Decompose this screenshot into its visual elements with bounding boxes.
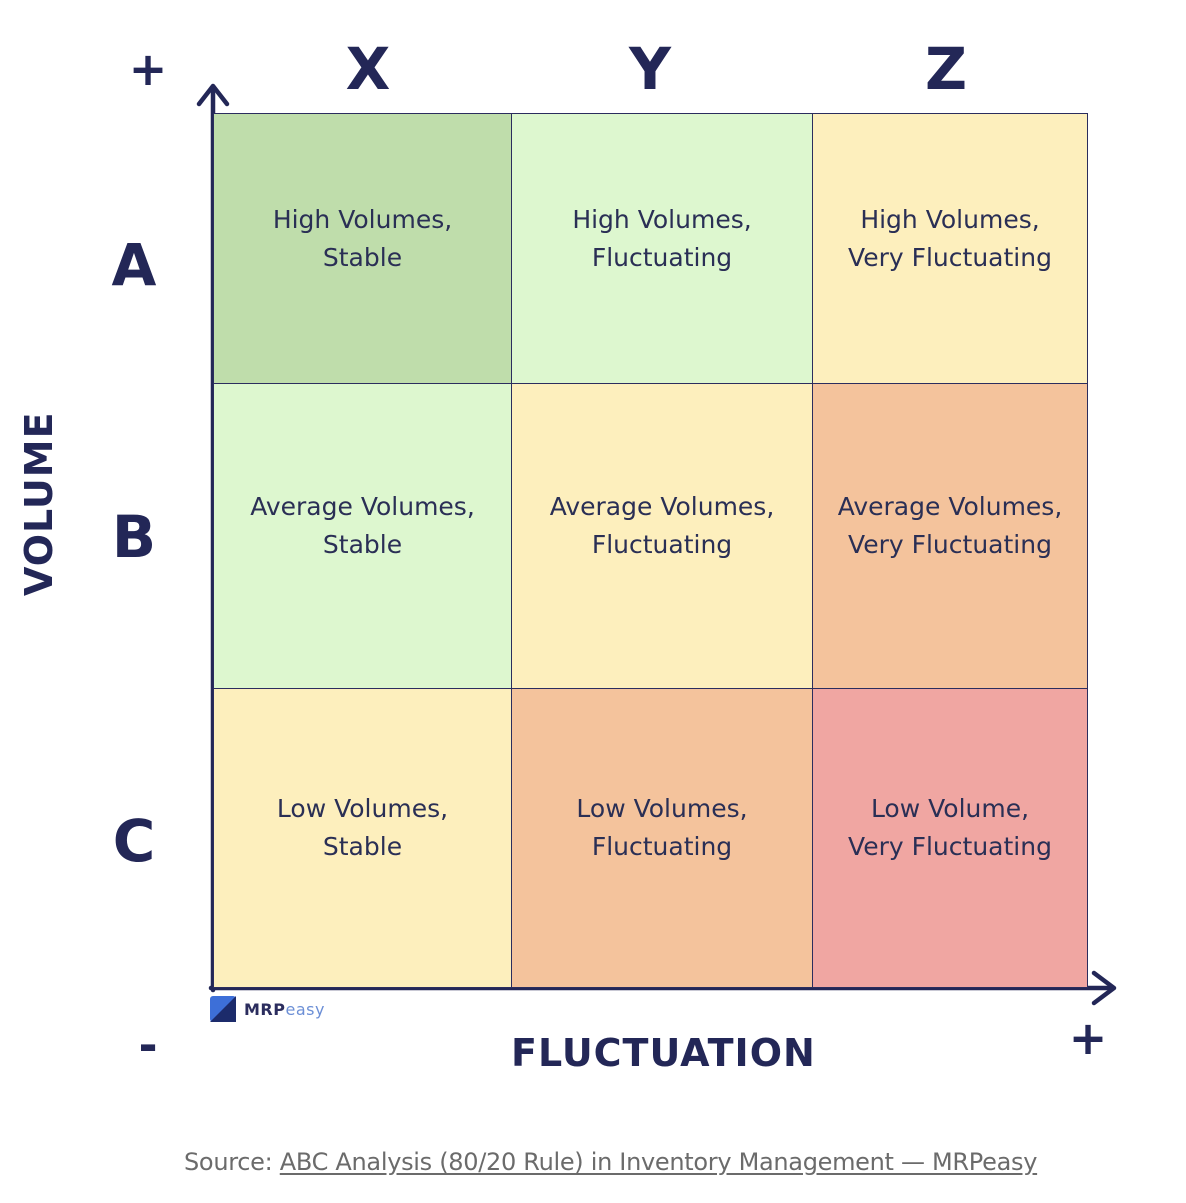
source-caption: Source: ABC Analysis (80/20 Rule) in Inv…: [184, 1148, 1037, 1176]
cell-bz: Average Volumes, Very Fluctuating: [812, 383, 1088, 689]
column-label-y: Y: [629, 35, 671, 103]
cell-ay: High Volumes, Fluctuating: [511, 113, 813, 384]
row-label-b: B: [111, 503, 157, 571]
cell-cx-text: Low Volumes, Stable: [276, 794, 449, 861]
column-label-x: X: [345, 35, 391, 103]
mrpeasy-logo: MRPeasy: [210, 996, 325, 1022]
cell-cx: Low Volumes, Stable: [213, 688, 512, 988]
mrpeasy-logo-icon: [210, 996, 236, 1022]
cell-ay-text: High Volumes, Fluctuating: [572, 204, 752, 272]
cell-cz-text: Low Volume, Very Fluctuating: [848, 794, 1052, 861]
cell-ax: High Volumes, Stable: [213, 113, 512, 384]
mrpeasy-logo-text: MRPeasy: [244, 999, 325, 1019]
cell-cy: Low Volumes, Fluctuating: [511, 688, 813, 988]
source-prefix: Source:: [184, 1148, 280, 1176]
cell-cy-text: Low Volumes, Fluctuating: [576, 794, 748, 861]
cell-ax-text: High Volumes, Stable: [272, 204, 453, 272]
y-axis-plus-sign: +: [128, 42, 168, 96]
cell-bz-text: Average Volumes, Very Fluctuating: [837, 492, 1063, 559]
cell-az: High Volumes, Very Fluctuating: [812, 113, 1088, 384]
x-axis-arrow: [208, 970, 1117, 1006]
row-label-a: A: [111, 231, 157, 299]
cell-bx-text: Average Volumes, Stable: [250, 492, 475, 559]
cell-by-text: Average Volumes, Fluctuating: [549, 492, 775, 559]
y-axis-minus-sign: -: [138, 1018, 158, 1072]
cell-az-text: High Volumes, Very Fluctuating: [848, 204, 1052, 272]
y-axis-label: VOLUME: [17, 411, 61, 596]
x-axis-plus-sign: +: [1068, 1011, 1108, 1065]
x-axis-label: FLUCTUATION: [511, 1031, 816, 1075]
cell-cz: Low Volume, Very Fluctuating: [812, 688, 1088, 988]
source-link[interactable]: ABC Analysis (80/20 Rule) in Inventory M…: [279, 1148, 1038, 1176]
cell-by: Average Volumes, Fluctuating: [511, 383, 813, 689]
row-label-c: C: [112, 807, 156, 875]
xyz-abc-matrix: High Volumes, Stable High Volumes, Fluct…: [213, 113, 1088, 988]
cell-bx: Average Volumes, Stable: [213, 383, 512, 689]
column-label-z: Z: [924, 35, 968, 103]
